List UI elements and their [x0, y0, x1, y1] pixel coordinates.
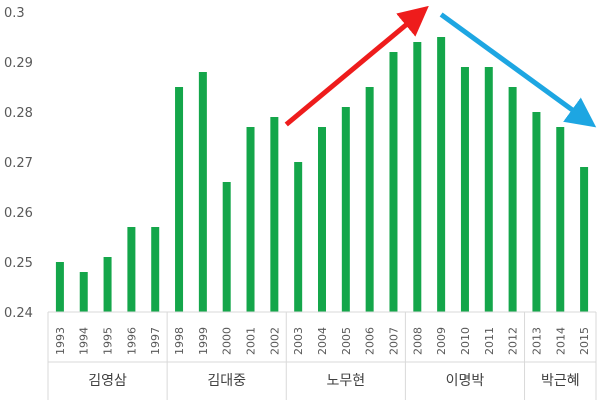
y-tick-label: 0.25	[4, 256, 33, 271]
x-tick-label: 1998	[173, 327, 186, 355]
x-tick-label: 2007	[387, 327, 400, 355]
bar-series	[55, 37, 589, 312]
x-tick-label: 2008	[411, 327, 424, 355]
rising-trend-arrow	[284, 5, 429, 127]
y-tick-label: 0.24	[4, 306, 33, 321]
bar	[437, 37, 446, 312]
bar	[556, 127, 565, 312]
x-tick-label: 1994	[78, 327, 91, 355]
bar	[389, 52, 398, 312]
group-label: 이명박	[446, 373, 485, 389]
bar	[318, 127, 326, 312]
x-tick-label: 1993	[54, 327, 67, 355]
x-tick-label: 2010	[459, 327, 472, 355]
bar	[341, 107, 350, 312]
x-tick-label: 2001	[245, 327, 258, 355]
x-tick-label: 2009	[435, 327, 448, 355]
bar	[198, 72, 207, 312]
group-label: 김영삼	[88, 373, 127, 389]
y-tick-label: 0.29	[4, 56, 33, 71]
x-tick-label: 1999	[197, 327, 210, 355]
bar	[532, 112, 541, 312]
x-tick-label: 2000	[221, 327, 234, 355]
x-tick-label: 2005	[340, 327, 353, 355]
x-tick-label: 1995	[102, 327, 115, 355]
bar	[246, 127, 255, 312]
group-label: 노무현	[327, 373, 366, 389]
bar	[413, 42, 422, 312]
y-tick-label: 0.26	[4, 206, 33, 221]
x-tick-label: 2015	[578, 327, 591, 355]
x-tick-label: 2004	[316, 327, 329, 355]
y-axis: 0.24 0.25 0.26 0.27 0.28 0.29 0.3	[4, 6, 33, 321]
bar	[365, 87, 374, 312]
bar	[484, 67, 493, 312]
x-tick-label: 2011	[483, 327, 496, 355]
x-tick-label: 2002	[268, 327, 281, 355]
x-tick-label: 1997	[149, 327, 162, 355]
bar	[580, 167, 589, 312]
y-tick-label: 0.3	[4, 6, 25, 21]
group-label: 김대중	[207, 373, 246, 389]
x-tick-label: 2014	[554, 327, 567, 355]
bar	[222, 182, 231, 312]
x-axis: 1993 1994 1995 1996 1997 1998 1999 2000 2001 2002…	[47, 311, 597, 400]
bar	[55, 262, 64, 312]
x-tick-label: 2012	[507, 327, 520, 355]
bar	[270, 117, 279, 312]
bar	[127, 227, 136, 312]
falling-trend-arrow	[439, 12, 597, 128]
y-tick-label: 0.27	[4, 156, 33, 171]
bar	[460, 67, 469, 312]
x-tick-label: 1996	[125, 327, 138, 355]
bar	[151, 227, 160, 312]
trend-arrows	[284, 5, 597, 128]
x-tick-label: 2013	[530, 327, 543, 355]
y-tick-label: 0.28	[4, 106, 33, 121]
bar	[79, 272, 88, 312]
bar	[175, 87, 184, 312]
x-tick-label: 2006	[364, 327, 377, 355]
x-tick-label: 2003	[292, 327, 305, 355]
bar	[294, 162, 303, 312]
bar	[508, 87, 517, 312]
group-label: 박근혜	[541, 373, 580, 389]
bar	[103, 257, 112, 312]
